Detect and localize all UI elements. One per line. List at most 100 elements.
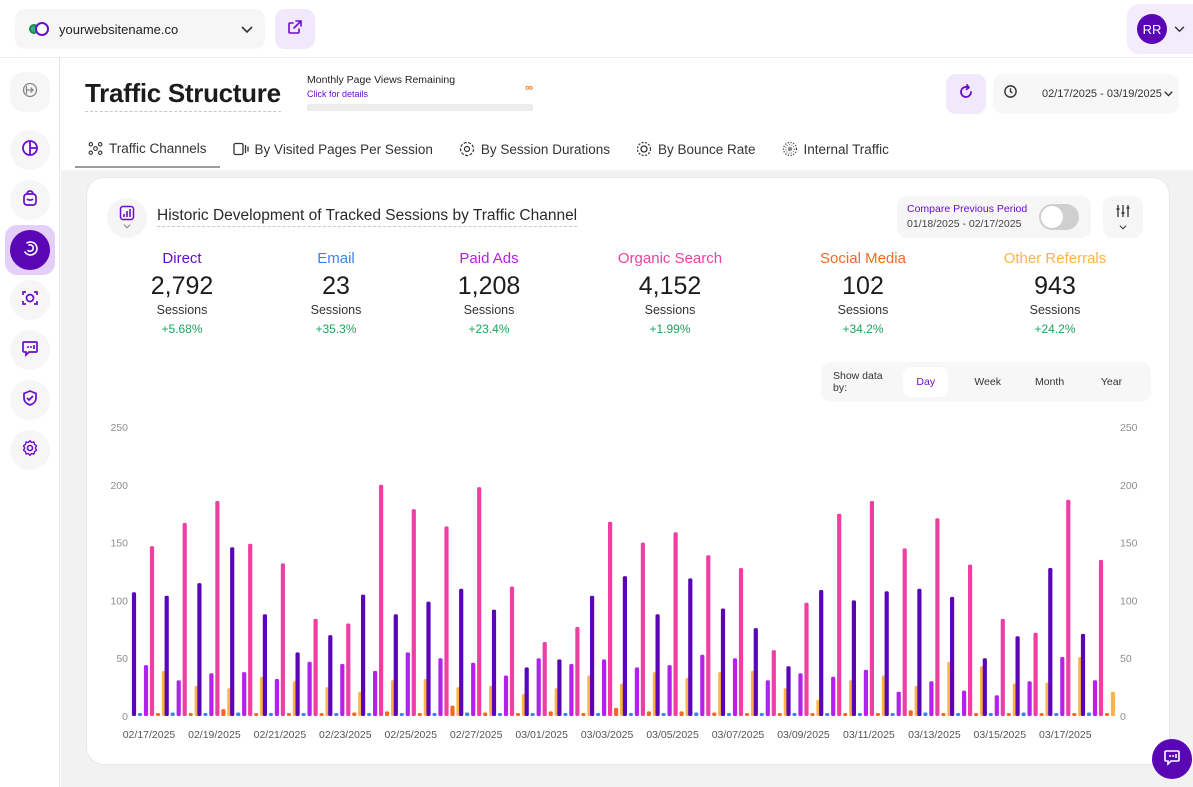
- bar-social-media[interactable]: [548, 711, 553, 716]
- bar-social-media[interactable]: [221, 709, 226, 716]
- bar-direct[interactable]: [426, 601, 431, 716]
- bar-organic-search[interactable]: [182, 522, 187, 716]
- bar-paid-ads[interactable]: [896, 691, 901, 716]
- bar-direct[interactable]: [1080, 633, 1086, 716]
- bar-organic-search[interactable]: [379, 484, 384, 716]
- bar-paid-ads[interactable]: [569, 664, 574, 716]
- sidebar-item-settings[interactable]: [10, 430, 50, 470]
- bar-paid-ads[interactable]: [405, 652, 410, 716]
- bar-paid-ads[interactable]: [700, 654, 705, 716]
- bar-paid-ads[interactable]: [242, 672, 247, 716]
- chat-support-button[interactable]: [1152, 739, 1192, 779]
- bar-social-media[interactable]: [450, 705, 455, 716]
- bar-direct[interactable]: [491, 609, 497, 716]
- bar-paid-ads[interactable]: [765, 680, 770, 716]
- bar-direct[interactable]: [720, 608, 726, 717]
- bar-email[interactable]: [334, 713, 339, 716]
- bar-paid-ads[interactable]: [667, 665, 672, 716]
- bar-email[interactable]: [563, 713, 568, 716]
- tab-bounce-rate[interactable]: By Bounce Rate: [623, 130, 769, 168]
- bar-direct[interactable]: [753, 628, 758, 716]
- bar-social-media[interactable]: [679, 711, 684, 716]
- refresh-button[interactable]: [946, 74, 986, 114]
- bar-email[interactable]: [923, 712, 928, 717]
- bar-direct[interactable]: [819, 590, 824, 716]
- bar-paid-ads[interactable]: [503, 675, 509, 717]
- bar-organic-search[interactable]: [346, 623, 351, 717]
- bar-email[interactable]: [399, 713, 404, 716]
- bar-organic-search[interactable]: [313, 618, 318, 716]
- bar-paid-ads[interactable]: [798, 673, 803, 716]
- bar-direct[interactable]: [328, 635, 333, 716]
- bar-email[interactable]: [694, 712, 699, 717]
- bar-direct[interactable]: [459, 588, 464, 716]
- chart-type-button[interactable]: [107, 198, 147, 238]
- bar-social-media[interactable]: [1006, 713, 1011, 716]
- bar-paid-ads[interactable]: [1092, 680, 1098, 716]
- bar-organic-search[interactable]: [575, 627, 580, 716]
- bar-social-media[interactable]: [810, 713, 815, 716]
- bar-direct[interactable]: [164, 595, 169, 716]
- bar-paid-ads[interactable]: [929, 681, 934, 716]
- date-range-picker[interactable]: 02/17/2025 - 03/19/2025: [993, 74, 1179, 114]
- bar-paid-ads[interactable]: [373, 670, 378, 716]
- bar-email[interactable]: [792, 713, 797, 716]
- bar-direct[interactable]: [1015, 636, 1020, 716]
- bar-direct[interactable]: [524, 667, 529, 716]
- bar-organic-search[interactable]: [1066, 499, 1071, 716]
- bar-organic-search[interactable]: [640, 542, 645, 716]
- bar-direct[interactable]: [655, 614, 660, 716]
- bar-direct[interactable]: [131, 592, 137, 716]
- period-month[interactable]: Month: [1034, 376, 1065, 388]
- bar-paid-ads[interactable]: [209, 673, 214, 716]
- bar-organic-search[interactable]: [837, 513, 842, 716]
- bar-social-media[interactable]: [515, 713, 521, 716]
- bar-organic-search[interactable]: [935, 518, 940, 716]
- bar-email[interactable]: [1054, 713, 1059, 716]
- bar-paid-ads[interactable]: [340, 664, 345, 716]
- sidebar-item-ecommerce[interactable]: [10, 180, 50, 220]
- sidebar-item-goals[interactable]: [10, 280, 50, 320]
- sidebar-item-traffic[interactable]: [5, 225, 55, 275]
- bar-paid-ads[interactable]: [602, 659, 607, 716]
- bar-social-media[interactable]: [319, 713, 324, 716]
- bar-email[interactable]: [465, 712, 470, 717]
- bar-email[interactable]: [301, 713, 306, 716]
- bar-organic-search[interactable]: [968, 564, 973, 716]
- bar-direct[interactable]: [688, 578, 693, 716]
- bar-direct[interactable]: [361, 594, 366, 716]
- bar-social-media[interactable]: [908, 710, 913, 716]
- bar-organic-search[interactable]: [411, 509, 416, 716]
- period-week[interactable]: Week: [974, 376, 1001, 388]
- bar-direct[interactable]: [230, 547, 235, 716]
- bar-organic-search[interactable]: [444, 526, 449, 716]
- bar-social-media[interactable]: [581, 713, 586, 716]
- bar-email[interactable]: [661, 713, 666, 716]
- bar-social-media[interactable]: [646, 711, 651, 716]
- bar-organic-search[interactable]: [771, 650, 776, 716]
- bar-organic-search[interactable]: [1098, 559, 1104, 716]
- bar-email[interactable]: [1021, 712, 1026, 717]
- bar-paid-ads[interactable]: [962, 690, 967, 716]
- bar-direct[interactable]: [950, 596, 955, 716]
- bar-paid-ads[interactable]: [634, 667, 639, 716]
- bar-paid-ads[interactable]: [274, 679, 279, 716]
- sidebar-item-exit[interactable]: [10, 72, 50, 112]
- bar-email[interactable]: [268, 713, 273, 716]
- sidebar-item-dashboard[interactable]: [10, 130, 50, 170]
- period-day[interactable]: Day: [903, 367, 949, 397]
- bar-social-media[interactable]: [614, 707, 619, 716]
- bar-email[interactable]: [137, 713, 143, 716]
- bar-direct[interactable]: [557, 659, 562, 716]
- bar-organic-search[interactable]: [804, 602, 809, 716]
- bar-email[interactable]: [825, 713, 830, 716]
- bar-email[interactable]: [236, 712, 241, 717]
- sidebar-item-privacy[interactable]: [10, 380, 50, 420]
- bar-social-media[interactable]: [1072, 713, 1077, 716]
- bar-social-media[interactable]: [352, 712, 357, 717]
- bar-direct[interactable]: [262, 614, 267, 716]
- bar-direct[interactable]: [884, 591, 889, 716]
- bar-organic-search[interactable]: [738, 568, 744, 716]
- bar-email[interactable]: [1086, 712, 1092, 717]
- bar-paid-ads[interactable]: [143, 665, 149, 716]
